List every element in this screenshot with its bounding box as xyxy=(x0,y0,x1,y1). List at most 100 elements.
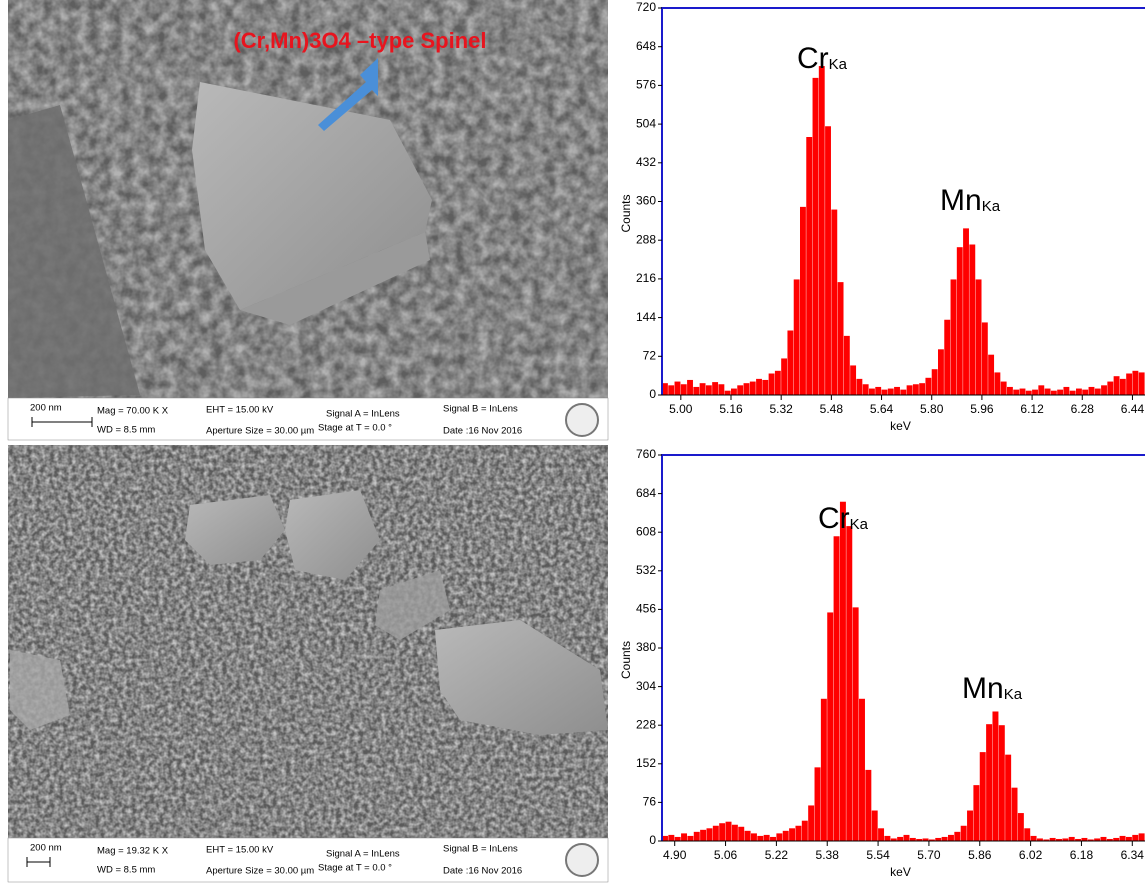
sem-info-signal-b: Signal B = InLens xyxy=(443,844,518,855)
bar xyxy=(882,390,888,395)
x-tick-label: 5.80 xyxy=(920,402,944,416)
bar xyxy=(687,836,693,841)
y-axis-label: Counts xyxy=(619,194,633,232)
bar xyxy=(856,379,862,395)
bar xyxy=(756,379,762,395)
bar xyxy=(863,384,869,395)
x-tick-label: 5.64 xyxy=(870,402,894,416)
bar xyxy=(1089,387,1095,395)
bar xyxy=(969,245,975,396)
y-tick-label: 432 xyxy=(636,155,656,169)
bar xyxy=(913,384,919,395)
bar xyxy=(1038,385,1044,395)
bar xyxy=(925,378,931,395)
bar xyxy=(1012,788,1018,841)
sem-info-scale: 200 nm xyxy=(30,403,62,414)
sem-info-scale: 200 nm xyxy=(30,843,62,854)
peak-annotation: MnKa xyxy=(962,672,1023,705)
bar xyxy=(769,374,775,396)
sem-info-stage: Stage at T = 0.0 ° xyxy=(318,423,392,434)
sem-info-mag: Mag = 70.00 K X xyxy=(97,406,169,417)
bar xyxy=(1070,391,1076,395)
sem-annotation: (Cr,Mn)3O4 –type Spinel xyxy=(233,28,486,53)
y-tick-label: 504 xyxy=(636,116,656,130)
bar xyxy=(980,752,986,841)
y-tick-label: 152 xyxy=(636,756,656,770)
bar xyxy=(1001,382,1007,395)
y-tick-label: 0 xyxy=(649,387,656,401)
sem-info-wd: WD = 8.5 mm xyxy=(97,425,155,436)
y-tick-label: 380 xyxy=(636,640,656,654)
y-tick-label: 288 xyxy=(636,232,656,246)
bar xyxy=(1114,376,1120,395)
bar xyxy=(942,837,948,841)
bar xyxy=(802,821,808,841)
bar xyxy=(1076,389,1082,395)
bar xyxy=(904,835,910,841)
bar xyxy=(1101,385,1107,395)
plot-frame xyxy=(662,455,1145,841)
x-tick-label: 4.90 xyxy=(663,848,687,862)
bar xyxy=(1126,374,1132,396)
y-tick-label: 684 xyxy=(636,486,656,500)
bar xyxy=(999,725,1005,841)
y-tick-label: 304 xyxy=(636,679,656,693)
bar xyxy=(700,383,706,395)
x-tick-label: 6.44 xyxy=(1121,402,1145,416)
bar xyxy=(1007,387,1013,395)
peak-annotation: CrKa xyxy=(818,502,869,535)
bar xyxy=(961,826,967,841)
bar xyxy=(675,382,681,395)
bar xyxy=(1013,390,1019,395)
y-tick-label: 76 xyxy=(643,795,657,809)
bar xyxy=(884,836,890,841)
sem-image-top: (Cr,Mn)3O4 –type Spinel xyxy=(8,0,608,398)
x-tick-label: 6.02 xyxy=(1019,848,1043,862)
x-tick-label: 6.34 xyxy=(1121,848,1145,862)
bar xyxy=(1132,371,1138,395)
bar xyxy=(687,380,693,395)
bar xyxy=(712,382,718,395)
bar xyxy=(800,207,806,395)
bar xyxy=(732,825,738,841)
bar xyxy=(775,371,781,395)
y-tick-label: 760 xyxy=(636,447,656,461)
bar xyxy=(1139,833,1145,841)
y-tick-label: 532 xyxy=(636,563,656,577)
bar xyxy=(1024,828,1030,841)
bar xyxy=(944,320,950,395)
sem-info-aperture: Aperture Size = 30.00 µm xyxy=(206,426,314,437)
x-tick-label: 6.18 xyxy=(1070,848,1094,862)
bar xyxy=(1057,390,1063,395)
bar xyxy=(827,612,833,841)
x-tick-label: 5.96 xyxy=(970,402,994,416)
bar xyxy=(789,828,795,841)
bar xyxy=(744,383,750,395)
x-tick-label: 5.48 xyxy=(820,402,844,416)
bar xyxy=(865,770,871,841)
bar xyxy=(1120,379,1126,395)
bar xyxy=(900,390,906,395)
peak-element: Mn xyxy=(940,184,982,217)
peak-line: Ka xyxy=(982,198,1001,215)
logo xyxy=(566,844,598,876)
peak-line: Ka xyxy=(850,516,869,533)
sem-info-eht: EHT = 15.00 kV xyxy=(206,845,274,856)
bar xyxy=(1045,389,1051,395)
bar xyxy=(1051,391,1057,395)
bar xyxy=(751,833,757,841)
peak-element: Cr xyxy=(797,42,829,75)
bar xyxy=(681,384,687,395)
bar xyxy=(988,355,994,395)
sem-info-eht: EHT = 15.00 kV xyxy=(206,405,274,416)
x-tick-label: 5.38 xyxy=(816,848,840,862)
sem-info-signal-a: Signal A = InLens xyxy=(326,849,400,860)
x-axis-label: keV xyxy=(890,419,911,433)
bar xyxy=(850,365,856,395)
bar xyxy=(795,826,801,841)
sem-info-wd: WD = 8.5 mm xyxy=(97,865,155,876)
peak-annotation: MnKa xyxy=(940,184,1001,217)
y-tick-label: 456 xyxy=(636,602,656,616)
bar xyxy=(859,699,865,841)
bar xyxy=(718,384,724,395)
